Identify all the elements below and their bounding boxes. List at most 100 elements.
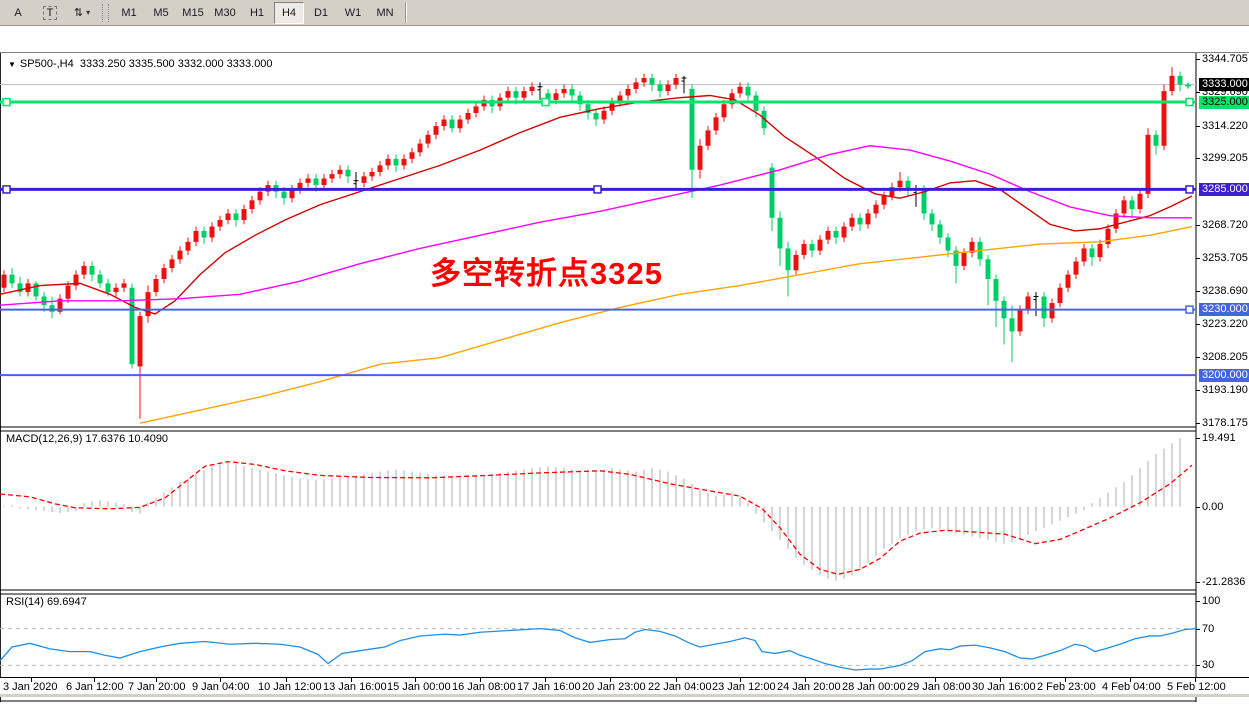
candle-body [825,230,831,240]
ohlc-values: 3333.250 3335.500 3332.000 3333.000 [79,58,273,70]
candle-body [953,250,959,266]
time-label: 3 Jan 2020 [3,681,58,693]
candle-body [401,158,407,166]
dropdown-caret-icon: ▾ [86,8,91,17]
hline-handle[interactable] [2,97,11,107]
timeframe-button-m1[interactable]: M1 [121,6,137,19]
candle-body [865,213,871,225]
macd-signal-line [0,460,1193,575]
candle-body [457,119,463,129]
drawing-tools-dropdown-button[interactable]: ⇅ ▾ [73,7,91,19]
hline-handle[interactable] [593,185,602,194]
candle-body [1113,213,1119,229]
candle-body [529,86,535,92]
candle-body [73,274,79,286]
candle-body [817,239,823,251]
timeframe-button-h1[interactable]: H1 [249,6,265,19]
time-tick [94,678,95,682]
level-price-tag[interactable]: 3230.000 [1199,303,1249,317]
candle-body [785,248,791,271]
timeframe-button-m30[interactable]: M30 [214,6,236,19]
candle-body [505,91,511,98]
candle-body [305,178,311,183]
time-label: 29 Jan 08:00 [907,681,971,693]
candle-body [33,283,39,297]
chart-annotation-text[interactable]: 多空转折点3325 [430,256,663,291]
macd-tick [1196,581,1200,583]
candle-body [65,285,71,299]
candle-body [1089,248,1095,258]
price-tick-label: 3253.705 [1202,251,1248,264]
candle-body [705,130,711,146]
arrow-tool-button[interactable]: A [14,6,22,19]
candle-body [657,84,663,92]
candle-body [417,143,423,153]
candle-body [769,167,775,218]
hline-handle[interactable] [541,97,550,107]
candle-body [345,169,351,177]
level-price-tag[interactable]: 3285.000 [1199,182,1249,196]
candle-body [129,287,135,365]
candle-body [113,287,119,293]
candle-body [1137,193,1143,210]
timeframe-button-d1[interactable]: D1 [313,6,329,19]
toolbar-grip[interactable] [102,3,109,22]
candle-body [521,91,527,98]
candle-body [241,209,247,221]
time-tick [1000,678,1001,682]
candle-body [1065,274,1071,288]
text-tool-button[interactable]: T [35,2,65,24]
candle-body [17,283,23,293]
time-tick [610,678,611,682]
time-label: 5 Feb 12:00 [1167,681,1226,693]
candle-body [9,274,15,284]
candle-body [465,112,471,120]
chart-title: ▼ SP500-,H4 3333.250 3335.500 3332.000 33… [8,58,273,70]
price-tick [1196,290,1200,292]
current-price-tag: 3333.000 [1199,78,1249,92]
candle-body [145,292,151,317]
hline-handle[interactable] [1185,185,1194,194]
chevron-down-icon[interactable]: ▼ [8,60,16,69]
candle-body [601,110,607,120]
timeframe-button-h4[interactable]: H4 [274,1,304,24]
candle-body [1041,296,1047,319]
candle-body [233,213,239,221]
candle-body [209,226,215,238]
candle-body [369,171,375,177]
time-axis[interactable]: 3 Jan 2020 6 Jan 12:00 7 Jan 20:00 9 Jan 04… [0,677,1249,695]
candle-body [713,117,719,131]
candle-body [1169,75,1175,92]
candle-body [1081,248,1087,262]
time-label: 10 Jan 12:00 [258,681,322,693]
rsi-tick [1196,628,1200,630]
timeframe-button-m15[interactable]: M15 [182,6,204,19]
timeframe-button-m5[interactable]: M5 [153,6,169,19]
macd-tick-label: -21.2836 [1202,575,1246,588]
timeframe-button-w1[interactable]: W1 [344,6,362,19]
hline-handle[interactable] [2,185,11,194]
price-tick-label: 3314.220 [1202,119,1248,132]
hline-handle[interactable] [1185,97,1194,107]
rsi-line [0,627,1197,671]
hline-handle[interactable] [1185,305,1194,314]
candle-body [425,134,431,144]
candle-body [1057,287,1063,304]
candle-body [793,254,799,271]
candle-body [1129,200,1135,210]
time-tick [676,678,677,682]
macd-tick-label: 19.491 [1202,432,1236,445]
time-tick [545,678,546,682]
candle-body [441,119,447,127]
time-tick [1195,678,1196,682]
time-tick [286,678,287,682]
candle-body [321,178,327,186]
candle-body [121,283,127,288]
chart-canvas[interactable] [0,26,1249,723]
level-price-tag[interactable]: 3200.000 [1199,368,1249,382]
time-label: 28 Jan 00:00 [842,681,906,693]
chart-window[interactable]: ▼ SP500-,H4 3333.250 3335.500 3332.000 33… [0,26,1249,702]
level-price-tag[interactable]: 3325.000 [1199,95,1249,109]
timeframe-button-mn[interactable]: MN [376,6,394,19]
candle-body [969,241,975,253]
